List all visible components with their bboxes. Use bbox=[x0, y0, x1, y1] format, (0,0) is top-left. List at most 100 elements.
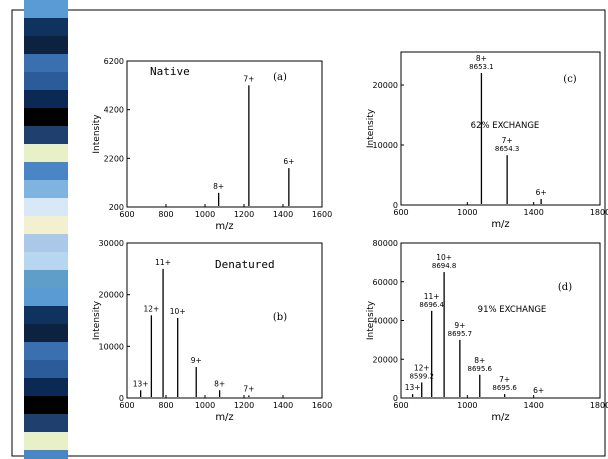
peak-label: 8+ bbox=[214, 379, 225, 388]
stripe-block bbox=[24, 162, 68, 180]
y-tick-label: 80000 bbox=[373, 239, 398, 248]
stripe-block bbox=[24, 432, 68, 450]
peak-label: 11+ bbox=[155, 258, 171, 267]
y-tick-label: 0 bbox=[393, 394, 398, 403]
peak-mass: 8599.2 bbox=[409, 373, 434, 381]
x-tick-label: 600 bbox=[393, 208, 408, 217]
peak-label: 10+ bbox=[436, 253, 452, 262]
peak-label: 10+ bbox=[170, 307, 186, 316]
y-tick-label: 6200 bbox=[104, 57, 124, 66]
stripe-block bbox=[24, 180, 68, 198]
panel-title: Denatured bbox=[215, 258, 275, 271]
y-axis-label: Intensity bbox=[366, 108, 376, 148]
stripe-block bbox=[24, 360, 68, 378]
stripe-block bbox=[24, 36, 68, 54]
stripe-block bbox=[24, 378, 68, 396]
peak-label: 7+ bbox=[243, 384, 254, 393]
stripe-block bbox=[24, 54, 68, 72]
stripe-block bbox=[24, 270, 68, 288]
y-tick-label: 20000 bbox=[99, 291, 124, 300]
stripe-block bbox=[24, 396, 68, 414]
peak-label: 6+ bbox=[283, 157, 294, 166]
peak-label: 6+ bbox=[536, 188, 547, 197]
y-tick-label: 4200 bbox=[104, 106, 124, 115]
y-tick-label: 40000 bbox=[373, 317, 398, 326]
y-tick-label: 2200 bbox=[104, 154, 124, 163]
y-axis-label: Intensity bbox=[92, 300, 102, 340]
panel-note: 62% EXCHANGE bbox=[471, 121, 540, 131]
stripe-block bbox=[24, 198, 68, 216]
peak-mass: 8653.1 bbox=[469, 63, 494, 71]
peak-label: 12+ bbox=[143, 304, 159, 313]
y-tick-label: 30000 bbox=[99, 239, 124, 248]
stripe-block bbox=[24, 414, 68, 432]
plot-frame bbox=[400, 51, 601, 206]
x-tick-label: 600 bbox=[119, 210, 134, 219]
peak-label: 12+ bbox=[414, 364, 430, 373]
x-axis-label: m/z bbox=[491, 412, 509, 423]
peak-mass: 8695.6 bbox=[468, 365, 493, 373]
y-axis-label: Intensity bbox=[366, 300, 376, 340]
panel-tag: (b) bbox=[273, 312, 287, 323]
stripe-block bbox=[24, 90, 68, 108]
y-tick-label: 0 bbox=[393, 201, 398, 210]
peak-label: 13+ bbox=[133, 379, 149, 388]
y-tick-label: 0 bbox=[119, 394, 124, 403]
peak-label: 7+ bbox=[243, 74, 254, 83]
stripe-block bbox=[24, 72, 68, 90]
x-tick-label: 1400 bbox=[523, 208, 543, 217]
plot-frame bbox=[126, 60, 323, 208]
stripe-block bbox=[24, 126, 68, 144]
x-tick-label: 1800 bbox=[590, 401, 608, 410]
y-tick-label: 60000 bbox=[373, 278, 398, 287]
stripe-block bbox=[24, 306, 68, 324]
y-tick-label: 20000 bbox=[373, 355, 398, 364]
stripe-block bbox=[24, 108, 68, 126]
stripe-block bbox=[24, 0, 68, 18]
panel-note: 91% EXCHANGE bbox=[478, 305, 547, 315]
stripe-block bbox=[24, 342, 68, 360]
panel-tag: (a) bbox=[273, 72, 287, 83]
y-axis-label: Intensity bbox=[92, 114, 102, 154]
peak-label: 9+ bbox=[191, 356, 202, 365]
stripe-block bbox=[24, 18, 68, 36]
slide-frame bbox=[11, 9, 606, 457]
x-tick-label: 800 bbox=[158, 210, 173, 219]
x-tick-label: 1600 bbox=[312, 210, 332, 219]
x-axis-label: m/z bbox=[215, 412, 233, 423]
peak-label: 9+ bbox=[454, 321, 465, 330]
peak-mass: 8696.4 bbox=[419, 301, 444, 309]
y-tick-label: 20000 bbox=[373, 81, 398, 90]
x-tick-label: 1600 bbox=[312, 401, 332, 410]
x-axis-label: m/z bbox=[491, 219, 509, 230]
stripe-block bbox=[24, 144, 68, 162]
x-axis-label: m/z bbox=[215, 221, 233, 232]
peak-mass: 8654.3 bbox=[495, 145, 520, 153]
panel-tag: (c) bbox=[563, 74, 577, 85]
peak-label: 8+ bbox=[476, 54, 487, 63]
x-tick-label: 1000 bbox=[457, 208, 477, 217]
stripe-block bbox=[24, 288, 68, 306]
peak-label: 13+ bbox=[405, 383, 421, 392]
peak-mass: 8694.8 bbox=[432, 262, 457, 270]
x-tick-label: 1200 bbox=[234, 401, 254, 410]
x-tick-label: 1400 bbox=[273, 210, 293, 219]
stripe-block bbox=[24, 324, 68, 342]
y-tick-label: 200 bbox=[109, 203, 124, 212]
y-tick-label: 10000 bbox=[373, 141, 398, 150]
y-tick-label: 10000 bbox=[99, 342, 124, 351]
stripe-block bbox=[24, 252, 68, 270]
plot-frame bbox=[126, 242, 323, 399]
peak-label: 11+ bbox=[424, 292, 440, 301]
peak-mass: 8695.6 bbox=[492, 384, 517, 392]
panel-tag: (d) bbox=[558, 282, 572, 293]
decor-stripe bbox=[24, 0, 68, 459]
peak-mass: 8695.7 bbox=[448, 330, 473, 338]
x-tick-label: 1800 bbox=[590, 208, 608, 217]
peak-label: 8+ bbox=[213, 182, 224, 191]
peak-label: 7+ bbox=[502, 136, 513, 145]
stripe-block bbox=[24, 216, 68, 234]
stripe-block bbox=[24, 450, 68, 459]
peak-label: 6+ bbox=[533, 386, 544, 395]
